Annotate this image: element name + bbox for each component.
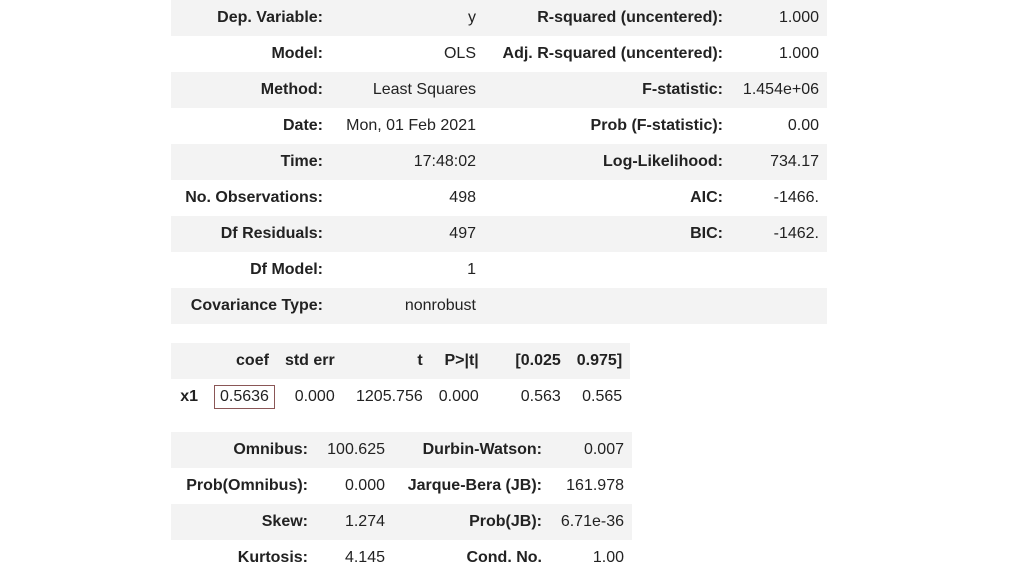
summary-row-dep-variable: Dep. Variable: y R-squared (uncentered):… xyxy=(171,0,827,36)
summary-row-method: Method: Least Squares F-statistic: 1.454… xyxy=(171,72,827,108)
summary-label: Df Residuals: xyxy=(171,216,331,252)
summary-value: 17:48:02 xyxy=(331,144,484,180)
coef-value-cell: 0.5636 xyxy=(206,379,277,415)
summary-value xyxy=(731,252,827,288)
summary-value: 734.17 xyxy=(731,144,827,180)
summary-row-observations: No. Observations: 498 AIC: -1466. xyxy=(171,180,827,216)
summary-label: Prob (F-statistic): xyxy=(590,117,723,134)
summary-row-date: Date: Mon, 01 Feb 2021 Prob (F-statistic… xyxy=(171,108,827,144)
summary-label: R-squared (uncentered): xyxy=(484,0,731,36)
summary-value: OLS xyxy=(443,45,476,62)
summary-value: 1.000 xyxy=(731,0,827,36)
t-value: 1205.756 xyxy=(356,388,423,405)
summary-value: 498 xyxy=(449,189,476,206)
diagnostics-row-kurtosis: Kurtosis: 4.145 Cond. No. 1.00 xyxy=(171,540,632,576)
summary-row-df-residuals: Df Residuals: 497 BIC: -1462. xyxy=(171,216,827,252)
coef-header-ci-upper: 0.975] xyxy=(568,343,631,379)
summary-label xyxy=(484,252,731,288)
ci-lower-value: 0.563 xyxy=(520,388,561,405)
summary-row-covariance-type: Covariance Type: nonrobust xyxy=(171,288,827,324)
coef-header-t: t xyxy=(342,343,431,379)
std-err-value: 0.000 xyxy=(294,388,335,405)
ci-upper-value: 0.565 xyxy=(582,388,623,405)
diagnostics-label: Omnibus: xyxy=(171,432,316,468)
diagnostics-label: Skew: xyxy=(171,504,316,540)
diagnostics-label: Durbin-Watson: xyxy=(393,432,550,468)
coef-header-coef: coef xyxy=(206,343,277,379)
summary-row-model: Model: OLS Adj. R-squared (uncentered): … xyxy=(171,36,827,72)
summary-value: -1462. xyxy=(731,216,827,252)
coef-header-p-value: P>|t| xyxy=(430,343,487,379)
summary-value: 497 xyxy=(331,216,484,252)
diagnostics-row-skew: Skew: 1.274 Prob(JB): 6.71e-36 xyxy=(171,504,632,540)
summary-label: Covariance Type: xyxy=(171,288,331,324)
summary-value xyxy=(731,288,827,324)
summary-value: -1466. xyxy=(773,189,819,206)
summary-label: Dep. Variable: xyxy=(171,0,331,36)
summary-label: BIC: xyxy=(484,216,731,252)
summary-label: Df Model: xyxy=(250,261,323,278)
diagnostics-label: Kurtosis: xyxy=(237,549,308,566)
summary-label: Date: xyxy=(282,117,323,134)
diagnostics-row-omnibus: Omnibus: 100.625 Durbin-Watson: 0.007 xyxy=(171,432,632,468)
summary-label: Model: xyxy=(271,45,323,62)
diagnostics-table: Omnibus: 100.625 Durbin-Watson: 0.007 Pr… xyxy=(171,432,632,576)
coef-header-ci-lower: [0.025 xyxy=(486,343,569,379)
coef-value-highlighted: 0.5636 xyxy=(214,385,275,409)
diagnostics-row-prob-omnibus: Prob(Omnibus): 0.000 Jarque-Bera (JB): 1… xyxy=(171,468,632,504)
summary-label: Method: xyxy=(171,72,331,108)
diagnostics-value: 161.978 xyxy=(566,477,624,494)
summary-value: 0.00 xyxy=(787,117,819,134)
summary-value: 1.454e+06 xyxy=(731,72,827,108)
diagnostics-value: 6.71e-36 xyxy=(550,504,632,540)
diagnostics-label: Prob(JB): xyxy=(393,504,550,540)
coefficient-row-x1: x1 0.5636 0.000 1205.756 0.000 0.563 0.5… xyxy=(171,379,630,415)
summary-label: F-statistic: xyxy=(484,72,731,108)
coef-header-blank xyxy=(171,343,206,379)
diagnostics-value: 1.274 xyxy=(316,504,393,540)
regression-summary-table: Dep. Variable: y R-squared (uncentered):… xyxy=(171,0,827,324)
summary-label: AIC: xyxy=(690,189,723,206)
summary-label: Time: xyxy=(171,144,331,180)
summary-value: Least Squares xyxy=(331,72,484,108)
summary-row-df-model: Df Model: 1 xyxy=(171,252,827,288)
coefficient-table: coef std err t P>|t| [0.025 0.975] x1 0.… xyxy=(171,343,631,415)
summary-value: 1 xyxy=(467,261,476,278)
summary-label: Adj. R-squared (uncentered): xyxy=(502,45,723,62)
coef-header-std-err: std err xyxy=(276,343,343,379)
summary-label xyxy=(484,288,731,324)
diagnostics-value: 0.007 xyxy=(550,432,632,468)
diagnostics-value: 1.00 xyxy=(592,549,624,566)
diagnostics-value: 4.145 xyxy=(344,549,385,566)
p-value: 0.000 xyxy=(438,388,479,405)
summary-value: 1.000 xyxy=(778,45,819,62)
diagnostics-value: 0.000 xyxy=(344,477,385,494)
summary-value: nonrobust xyxy=(331,288,484,324)
summary-label: No. Observations: xyxy=(185,189,323,206)
diagnostics-label: Jarque-Bera (JB): xyxy=(407,477,542,494)
diagnostics-label: Cond. No. xyxy=(466,549,542,566)
summary-value: Mon, 01 Feb 2021 xyxy=(346,117,476,134)
diagnostics-value: 100.625 xyxy=(316,432,393,468)
summary-label: Log-Likelihood: xyxy=(484,144,731,180)
summary-value: y xyxy=(331,0,484,36)
summary-row-time: Time: 17:48:02 Log-Likelihood: 734.17 xyxy=(171,144,827,180)
diagnostics-label: Prob(Omnibus): xyxy=(186,477,308,494)
coefficient-header-row: coef std err t P>|t| [0.025 0.975] xyxy=(171,343,631,379)
variable-name: x1 xyxy=(180,388,198,405)
